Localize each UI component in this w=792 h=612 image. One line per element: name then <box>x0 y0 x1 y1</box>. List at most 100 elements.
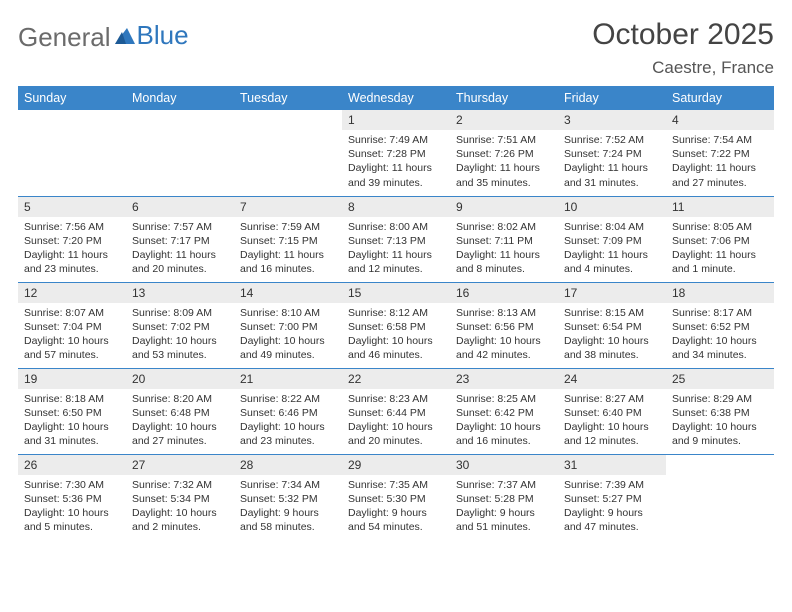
day-details: Sunrise: 7:37 AMSunset: 5:28 PMDaylight:… <box>450 475 558 537</box>
sunset-line: Sunset: 7:04 PM <box>24 320 120 334</box>
page-subtitle: Caestre, France <box>592 58 774 78</box>
calendar-week-row: 12Sunrise: 8:07 AMSunset: 7:04 PMDayligh… <box>18 282 774 368</box>
sunrise-line: Sunrise: 7:30 AM <box>24 478 120 492</box>
sunrise-line: Sunrise: 7:39 AM <box>564 478 660 492</box>
sunrise-line: Sunrise: 8:18 AM <box>24 392 120 406</box>
calendar-cell: 14 Sunrise: 8:10 AMSunset: 7:00 PMDayligh… <box>234 282 342 368</box>
sunrise-line: Sunrise: 7:52 AM <box>564 133 660 147</box>
daylight-line: Daylight: 10 hours and 42 minutes. <box>456 334 552 362</box>
daylight-line: Daylight: 11 hours and 16 minutes. <box>240 248 336 276</box>
day-details: Sunrise: 7:56 AMSunset: 7:20 PMDaylight:… <box>18 217 126 279</box>
daylight-line: Daylight: 10 hours and 34 minutes. <box>672 334 768 362</box>
calendar-cell: 13Sunrise: 8:09 AMSunset: 7:02 PMDayligh… <box>126 282 234 368</box>
calendar-cell: 11Sunrise: 8:05 AMSunset: 7:06 PMDayligh… <box>666 196 774 282</box>
calendar-cell: 4Sunrise: 7:54 AMSunset: 7:22 PMDaylight… <box>666 110 774 196</box>
day-details: Sunrise: 8:04 AMSunset: 7:09 PMDaylight:… <box>558 217 666 279</box>
day-number <box>126 110 234 130</box>
daylight-line: Daylight: 11 hours and 39 minutes. <box>348 161 444 189</box>
calendar-cell: 15Sunrise: 8:12 AMSunset: 6:58 PMDayligh… <box>342 282 450 368</box>
sunset-line: Sunset: 6:46 PM <box>240 406 336 420</box>
sunrise-line: Sunrise: 8:10 AM <box>240 306 336 320</box>
sunrise-line: Sunrise: 7:35 AM <box>348 478 444 492</box>
daylight-line: Daylight: 9 hours and 51 minutes. <box>456 506 552 534</box>
calendar-week-row: 1Sunrise: 7:49 AMSunset: 7:28 PMDaylight… <box>18 110 774 196</box>
sunset-line: Sunset: 7:17 PM <box>132 234 228 248</box>
sunrise-line: Sunrise: 8:00 AM <box>348 220 444 234</box>
calendar-cell: 8Sunrise: 8:00 AMSunset: 7:13 PMDaylight… <box>342 196 450 282</box>
day-number: 17 <box>558 283 666 303</box>
day-header: Friday <box>558 86 666 110</box>
calendar-cell: 6Sunrise: 7:57 AMSunset: 7:17 PMDaylight… <box>126 196 234 282</box>
day-details: Sunrise: 8:25 AMSunset: 6:42 PMDaylight:… <box>450 389 558 451</box>
calendar-cell: 27Sunrise: 7:32 AMSunset: 5:34 PMDayligh… <box>126 454 234 540</box>
calendar-cell: 30Sunrise: 7:37 AMSunset: 5:28 PMDayligh… <box>450 454 558 540</box>
day-number: 14 <box>234 283 342 303</box>
sunset-line: Sunset: 6:58 PM <box>348 320 444 334</box>
sunrise-line: Sunrise: 7:57 AM <box>132 220 228 234</box>
daylight-line: Daylight: 10 hours and 16 minutes. <box>456 420 552 448</box>
day-details: Sunrise: 8:27 AMSunset: 6:40 PMDaylight:… <box>558 389 666 451</box>
daylight-line: Daylight: 10 hours and 9 minutes. <box>672 420 768 448</box>
sunrise-line: Sunrise: 7:34 AM <box>240 478 336 492</box>
daylight-line: Daylight: 11 hours and 27 minutes. <box>672 161 768 189</box>
sunset-line: Sunset: 6:40 PM <box>564 406 660 420</box>
day-header: Saturday <box>666 86 774 110</box>
day-number: 22 <box>342 369 450 389</box>
day-number: 20 <box>126 369 234 389</box>
day-number: 29 <box>342 455 450 475</box>
daylight-line: Daylight: 10 hours and 49 minutes. <box>240 334 336 362</box>
day-number: 27 <box>126 455 234 475</box>
logo-text-1: General <box>18 22 111 53</box>
calendar-cell: 18Sunrise: 8:17 AMSunset: 6:52 PMDayligh… <box>666 282 774 368</box>
calendar-table: Sunday Monday Tuesday Wednesday Thursday… <box>18 86 774 540</box>
sunset-line: Sunset: 7:20 PM <box>24 234 120 248</box>
daylight-line: Daylight: 11 hours and 23 minutes. <box>24 248 120 276</box>
calendar-cell: 19Sunrise: 8:18 AMSunset: 6:50 PMDayligh… <box>18 368 126 454</box>
sunrise-line: Sunrise: 7:56 AM <box>24 220 120 234</box>
day-header: Wednesday <box>342 86 450 110</box>
day-details: Sunrise: 8:09 AMSunset: 7:02 PMDaylight:… <box>126 303 234 365</box>
day-number: 19 <box>18 369 126 389</box>
calendar-cell: 28Sunrise: 7:34 AMSunset: 5:32 PMDayligh… <box>234 454 342 540</box>
sunset-line: Sunset: 7:00 PM <box>240 320 336 334</box>
sunrise-line: Sunrise: 8:29 AM <box>672 392 768 406</box>
sunrise-line: Sunrise: 8:27 AM <box>564 392 660 406</box>
daylight-line: Daylight: 10 hours and 12 minutes. <box>564 420 660 448</box>
day-number: 8 <box>342 197 450 217</box>
day-details: Sunrise: 7:59 AMSunset: 7:15 PMDaylight:… <box>234 217 342 279</box>
calendar-cell: 20Sunrise: 8:20 AMSunset: 6:48 PMDayligh… <box>126 368 234 454</box>
sunset-line: Sunset: 7:28 PM <box>348 147 444 161</box>
sunset-line: Sunset: 7:22 PM <box>672 147 768 161</box>
sunset-line: Sunset: 7:11 PM <box>456 234 552 248</box>
day-details: Sunrise: 7:54 AMSunset: 7:22 PMDaylight:… <box>666 130 774 192</box>
sunset-line: Sunset: 5:34 PM <box>132 492 228 506</box>
calendar-cell: 25Sunrise: 8:29 AMSunset: 6:38 PMDayligh… <box>666 368 774 454</box>
header: General Blue October 2025 Caestre, Franc… <box>18 18 774 78</box>
sunrise-line: Sunrise: 8:05 AM <box>672 220 768 234</box>
daylight-line: Daylight: 10 hours and 5 minutes. <box>24 506 120 534</box>
calendar-cell: 17Sunrise: 8:15 AMSunset: 6:54 PMDayligh… <box>558 282 666 368</box>
day-details: Sunrise: 8:05 AMSunset: 7:06 PMDaylight:… <box>666 217 774 279</box>
sunrise-line: Sunrise: 7:54 AM <box>672 133 768 147</box>
day-details: Sunrise: 7:30 AMSunset: 5:36 PMDaylight:… <box>18 475 126 537</box>
daylight-line: Daylight: 10 hours and 31 minutes. <box>24 420 120 448</box>
day-details: Sunrise: 8:12 AMSunset: 6:58 PMDaylight:… <box>342 303 450 365</box>
sunset-line: Sunset: 5:36 PM <box>24 492 120 506</box>
day-number: 18 <box>666 283 774 303</box>
calendar-week-row: 5Sunrise: 7:56 AMSunset: 7:20 PMDaylight… <box>18 196 774 282</box>
sunrise-line: Sunrise: 8:04 AM <box>564 220 660 234</box>
sunset-line: Sunset: 5:32 PM <box>240 492 336 506</box>
day-number: 28 <box>234 455 342 475</box>
sunset-line: Sunset: 7:24 PM <box>564 147 660 161</box>
daylight-line: Daylight: 11 hours and 8 minutes. <box>456 248 552 276</box>
day-number: 3 <box>558 110 666 130</box>
sunrise-line: Sunrise: 8:23 AM <box>348 392 444 406</box>
day-number: 11 <box>666 197 774 217</box>
calendar-cell <box>126 110 234 196</box>
day-number: 1 <box>342 110 450 130</box>
sunrise-line: Sunrise: 8:20 AM <box>132 392 228 406</box>
day-number: 26 <box>18 455 126 475</box>
daylight-line: Daylight: 11 hours and 35 minutes. <box>456 161 552 189</box>
sunset-line: Sunset: 6:38 PM <box>672 406 768 420</box>
daylight-line: Daylight: 10 hours and 53 minutes. <box>132 334 228 362</box>
